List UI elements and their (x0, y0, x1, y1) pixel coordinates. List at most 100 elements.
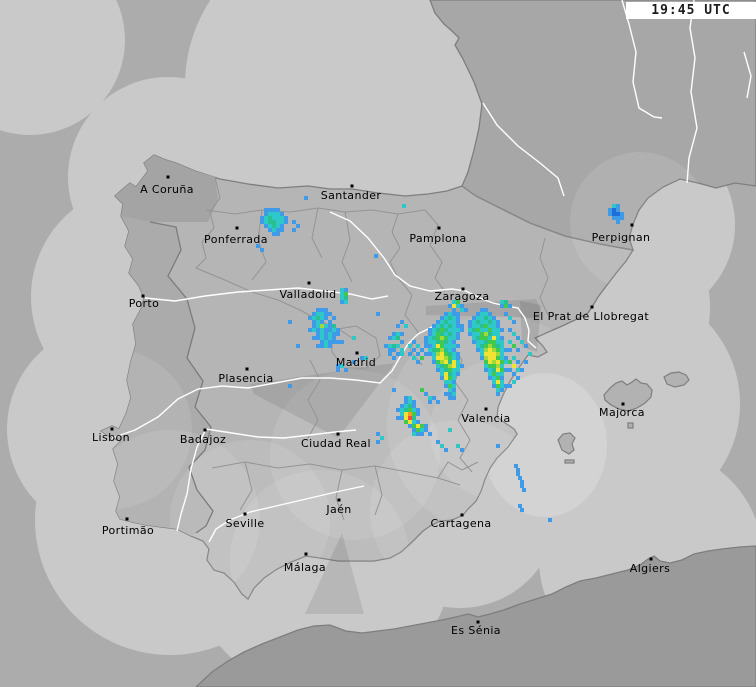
radar-cell (456, 444, 460, 448)
radar-cell (492, 344, 496, 348)
radar-cell (428, 400, 432, 404)
border-portugal-spain (149, 221, 214, 534)
radar-cell (392, 388, 396, 392)
radar-cell (352, 336, 356, 340)
radar-cell (484, 352, 488, 356)
radar-cell (616, 216, 620, 220)
radar-cell (456, 324, 460, 328)
balearic-islands (557, 371, 690, 464)
radar-cell (448, 396, 452, 400)
radar-cell (328, 324, 332, 328)
radar-cell (420, 388, 424, 392)
radar-cell (436, 320, 440, 324)
radar-cell (400, 408, 404, 412)
radar-cell (316, 324, 320, 328)
radar-cell (416, 420, 420, 424)
radar-cell (416, 432, 420, 436)
radar-cell (444, 320, 448, 324)
radar-cell (504, 384, 508, 388)
radar-cell (440, 364, 444, 368)
radar-cell (280, 216, 284, 220)
radar-cell (500, 384, 504, 388)
radar-cell (324, 344, 328, 348)
radar-cell (492, 320, 496, 324)
radar-cell (512, 372, 516, 376)
radar-cell (448, 312, 452, 316)
radar-cell (276, 208, 280, 212)
radar-cell (404, 420, 408, 424)
radar-cell (444, 364, 448, 368)
radar-cell (420, 348, 424, 352)
radar-cell (416, 344, 420, 348)
radar-cell (264, 216, 268, 220)
radar-cell (460, 448, 464, 452)
radar-cell (492, 360, 496, 364)
radar-cell (500, 372, 504, 376)
radar-cell (440, 328, 444, 332)
radar-cell (416, 408, 420, 412)
radar-cell (472, 340, 476, 344)
radar-cell (324, 312, 328, 316)
radar-cell (452, 316, 456, 320)
radar-cell (496, 380, 500, 384)
city-dot (235, 226, 239, 230)
radar-cell (500, 336, 504, 340)
radar-cell (456, 352, 460, 356)
radar-cell (456, 364, 460, 368)
city-dot (355, 351, 359, 355)
city-label: Perpignan (592, 231, 651, 244)
radar-cell (480, 312, 484, 316)
radar-cell (328, 344, 332, 348)
radar-cell (616, 208, 620, 212)
radar-cell (324, 324, 328, 328)
radar-cell (468, 320, 472, 324)
radar-cell (492, 364, 496, 368)
radar-cell (400, 332, 404, 336)
radar-cell (432, 332, 436, 336)
radar-cell (492, 324, 496, 328)
radar-cell (436, 332, 440, 336)
radar-cell (520, 340, 524, 344)
radar-cell (468, 324, 472, 328)
radar-cell (392, 356, 396, 360)
radar-cell (432, 336, 436, 340)
radar-cell (352, 360, 356, 364)
radar-cell (332, 328, 336, 332)
radar-cell (344, 300, 348, 304)
city-dot (476, 620, 480, 624)
radar-cell (488, 324, 492, 328)
radar-cell (428, 332, 432, 336)
radar-cell (440, 348, 444, 352)
radar-cell (428, 432, 432, 436)
radar-cell (440, 336, 444, 340)
radar-cell (480, 316, 484, 320)
radar-cell (412, 400, 416, 404)
radar-cell (340, 364, 344, 368)
radar-cell (448, 340, 452, 344)
radar-cell (620, 216, 624, 220)
radar-cell (436, 400, 440, 404)
radar-cell (496, 444, 500, 448)
radar-cell (484, 308, 488, 312)
radar-cell (452, 340, 456, 344)
radar-cell (488, 352, 492, 356)
radar-cell (408, 416, 412, 420)
radar-cell (504, 304, 508, 308)
radar-cell (500, 360, 504, 364)
radar-cell (344, 368, 348, 372)
city-label: Plasencia (218, 372, 273, 385)
radar-cell (456, 368, 460, 372)
coverage-overlap-bright (483, 373, 607, 517)
radar-cell (492, 336, 496, 340)
radar-cell (480, 356, 484, 360)
city-label: Ponferrada (204, 233, 268, 246)
radar-cell (344, 288, 348, 292)
radar-cell (260, 216, 264, 220)
radar-cell (496, 376, 500, 380)
radar-cell (468, 328, 472, 332)
radar-cell (504, 356, 508, 360)
radar-cell (320, 332, 324, 336)
radar-cell (328, 336, 332, 340)
radar-cell (472, 332, 476, 336)
